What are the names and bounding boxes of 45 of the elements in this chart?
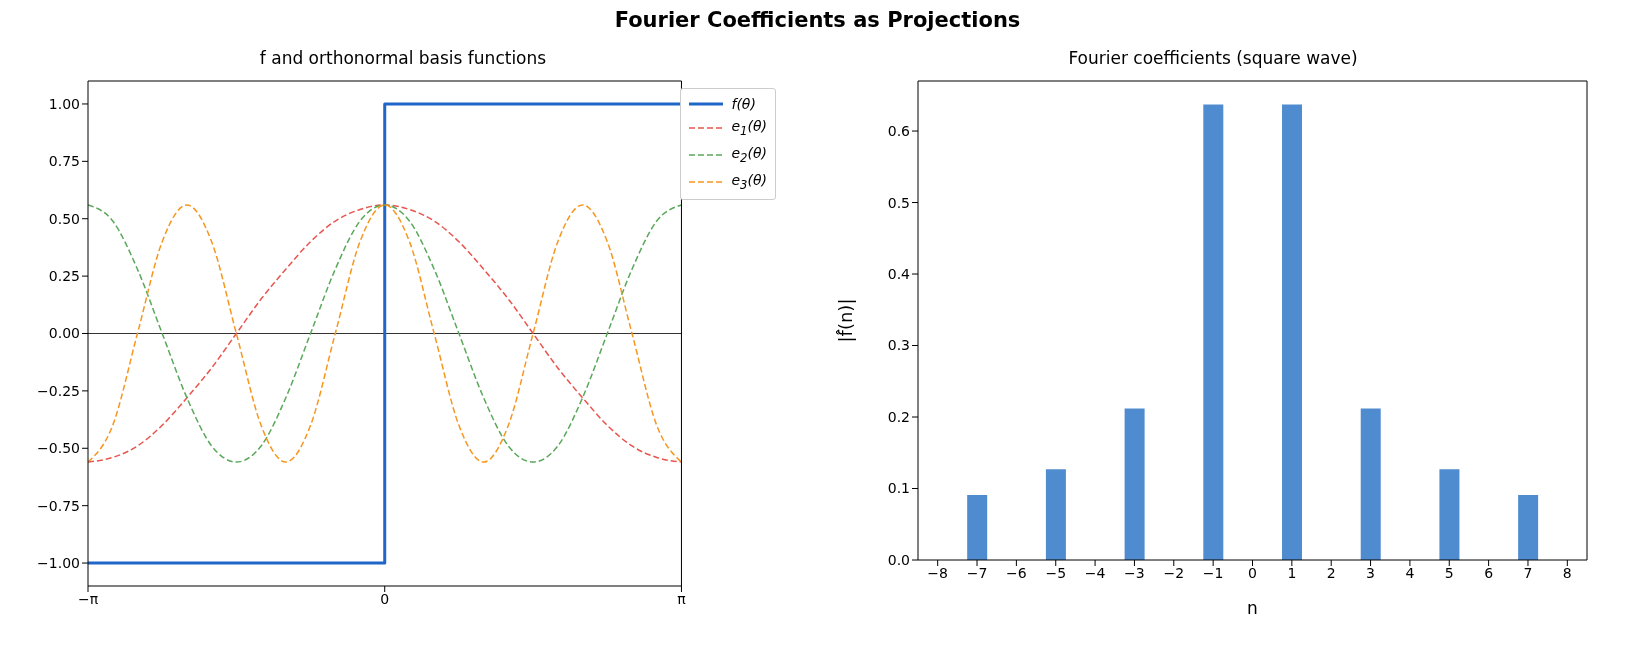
x-tick-label: −1 xyxy=(1202,564,1224,581)
x-tick-label: 2 xyxy=(1326,564,1336,581)
legend-label: f(θ) xyxy=(731,95,756,114)
y-tick-label: 0.25 xyxy=(48,268,80,285)
y-tick-label: 0.0 xyxy=(887,551,910,568)
x-tick-label: 1 xyxy=(1287,564,1297,581)
x-tick-label: 5 xyxy=(1444,564,1454,581)
x-tick-label: 6 xyxy=(1484,564,1494,581)
y-tick-label: −1.00 xyxy=(37,555,80,572)
x-tick-label: −5 xyxy=(1045,564,1067,581)
y-tick-label: 0.1 xyxy=(887,480,910,497)
y-tick-label: −0.25 xyxy=(37,382,80,399)
y-tick-label: 0.2 xyxy=(887,408,910,425)
x-tick-label: 0 xyxy=(1248,564,1257,581)
x-tick-label: −3 xyxy=(1124,564,1145,581)
legend-label: e$_{3}$(θ) xyxy=(731,170,767,194)
x-tick-label: 3 xyxy=(1366,564,1376,581)
y-tick-label: 0.6 xyxy=(887,123,911,140)
y-tick-label: −0.75 xyxy=(37,497,80,514)
y-tick-label: 0.00 xyxy=(48,325,80,342)
y-tick-label: 1.00 xyxy=(48,95,80,112)
x-tick-label: 4 xyxy=(1405,564,1415,581)
chart-subtitle: Fourier coefficients (square wave) xyxy=(1067,48,1359,70)
x-tick-label: −7 xyxy=(966,564,988,581)
legend-label: e$_{2}$(θ) xyxy=(731,143,767,167)
chart-subtitle: f and orthonormal basis functions xyxy=(258,48,548,70)
y-tick-label: 0.3 xyxy=(887,337,910,354)
x-axis-title: n xyxy=(1247,598,1258,618)
x-tick-label: 0 xyxy=(380,590,390,607)
y-tick-label: −0.50 xyxy=(37,440,80,457)
y-axis-title: |f̂(n)| xyxy=(835,298,857,343)
x-tick-label: −6 xyxy=(1006,564,1027,581)
x-tick-label: 7 xyxy=(1523,564,1533,581)
text: Fourier Coefficients as Projections xyxy=(613,8,1022,34)
x-tick-label: −π xyxy=(77,590,99,607)
y-tick-label: 0.50 xyxy=(48,210,80,227)
x-tick-label: −8 xyxy=(927,564,948,581)
y-tick-label: 0.4 xyxy=(887,266,911,282)
x-tick-label: π xyxy=(677,590,687,607)
legend-label: e$_{1}$(θ) xyxy=(731,117,767,140)
x-tick-label: −4 xyxy=(1084,564,1106,581)
x-tick-label: 8 xyxy=(1562,564,1572,581)
y-tick-label: 0.75 xyxy=(48,153,80,170)
x-tick-label: −2 xyxy=(1163,564,1185,581)
y-tick-label: 0.5 xyxy=(887,194,910,211)
